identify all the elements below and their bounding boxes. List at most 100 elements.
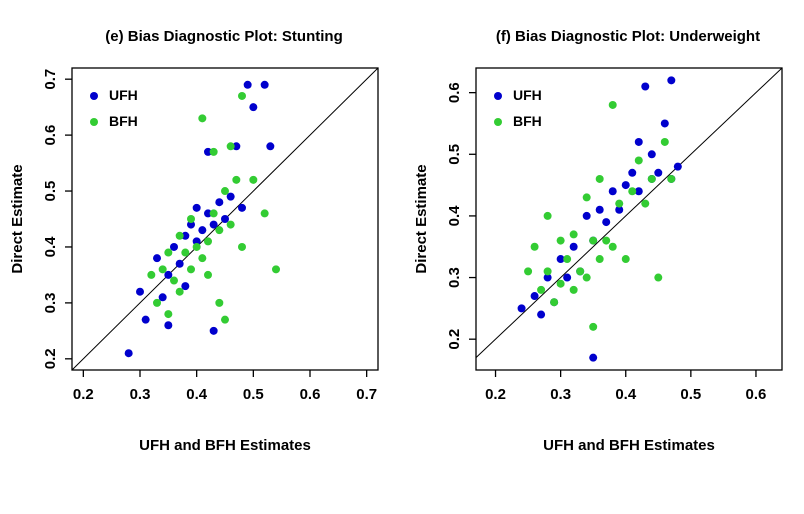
legend-label-bfh: BFH bbox=[109, 113, 138, 129]
data-point-bfh bbox=[595, 255, 604, 264]
data-point-ufh bbox=[153, 254, 161, 263]
chart-title-underweight: (f) Bias Diagnostic Plot: Underweight bbox=[495, 27, 761, 45]
y-tick-label: 0.5 bbox=[446, 144, 463, 165]
data-point-bfh bbox=[608, 242, 617, 251]
x-tick-label: 0.3 bbox=[130, 386, 151, 403]
data-point-bfh bbox=[198, 254, 207, 263]
data-point-ufh bbox=[243, 80, 252, 89]
data-point-bfh bbox=[175, 287, 184, 296]
x-tick-label: 0.4 bbox=[186, 386, 208, 403]
x-tick-label: 0.5 bbox=[680, 386, 701, 403]
data-point-bfh bbox=[589, 322, 598, 331]
data-point-bfh bbox=[221, 187, 229, 196]
data-point-bfh bbox=[164, 310, 173, 319]
y-tick-label: 0.6 bbox=[446, 82, 463, 103]
data-point-bfh bbox=[660, 137, 669, 146]
data-point-bfh bbox=[628, 187, 637, 196]
data-point-ufh bbox=[563, 273, 572, 282]
y-axis-label: Direct Estimate bbox=[413, 164, 430, 273]
legend-label-ufh: UFH bbox=[109, 87, 138, 103]
y-tick-label: 0.2 bbox=[446, 329, 463, 350]
data-point-bfh bbox=[181, 248, 190, 257]
data-point-ufh bbox=[647, 150, 656, 159]
legend-marker-ufh bbox=[90, 92, 98, 100]
data-point-bfh bbox=[569, 285, 578, 294]
data-point-ufh bbox=[226, 192, 235, 201]
data-point-bfh bbox=[232, 175, 241, 184]
data-point-ufh bbox=[238, 203, 246, 212]
data-point-ufh bbox=[209, 326, 218, 335]
data-point-bfh bbox=[238, 242, 246, 251]
data-point-ufh bbox=[266, 142, 275, 151]
data-point-bfh bbox=[615, 199, 624, 208]
data-point-ufh bbox=[582, 211, 591, 220]
data-point-ufh bbox=[260, 80, 269, 89]
data-point-ufh bbox=[530, 292, 539, 301]
data-point-bfh bbox=[187, 215, 195, 223]
chart-stunting: (e) Bias Diagnostic Plot: Stunting 0.2 0.… bbox=[2, 14, 398, 505]
data-point-ufh bbox=[628, 168, 637, 177]
data-point-bfh bbox=[589, 236, 598, 245]
data-point-bfh bbox=[524, 267, 533, 276]
y-tick-label: 0.7 bbox=[42, 69, 59, 90]
data-point-bfh bbox=[175, 231, 184, 240]
data-point-bfh bbox=[204, 270, 212, 279]
data-point-ufh bbox=[569, 242, 578, 251]
data-point-ufh bbox=[615, 205, 624, 214]
data-point-ufh bbox=[221, 215, 229, 223]
data-point-ufh bbox=[621, 181, 630, 190]
x-tick-label: 0.3 bbox=[550, 386, 571, 403]
x-axis-label: UFH and BFH Estimates bbox=[139, 437, 311, 454]
data-point-bfh bbox=[198, 114, 207, 123]
data-point-bfh bbox=[576, 267, 585, 276]
data-point-bfh bbox=[147, 270, 156, 279]
data-point-bfh bbox=[543, 211, 552, 220]
data-point-ufh bbox=[141, 315, 150, 324]
y-tick-label: 0.3 bbox=[446, 267, 463, 288]
x-tick-label: 0.2 bbox=[73, 386, 94, 403]
chart-svg-underweight: 0.2 0.3 0.4 0.5 0.6 0.2 0.3 0.4 0.5 0.6 UFH BFH UFH … bbox=[413, 67, 783, 454]
data-point-bfh bbox=[226, 142, 235, 151]
chart-svg-stunting: 0.2 0.3 0.4 0.5 0.6 0.7 0.2 0.3 0.4 0.5 0.6 0.7 UFH B… bbox=[9, 67, 379, 454]
data-point-ufh bbox=[158, 293, 167, 302]
x-tick-label: 0.6 bbox=[746, 386, 767, 403]
y-axis-label: Direct Estimate bbox=[9, 164, 26, 273]
y-tick-label: 0.6 bbox=[42, 125, 59, 146]
x-axis-label: UFH and BFH Estimates bbox=[543, 437, 715, 454]
data-point-bfh bbox=[556, 279, 565, 288]
data-point-ufh bbox=[215, 198, 224, 207]
data-point-ufh bbox=[667, 76, 676, 85]
data-point-bfh bbox=[563, 255, 572, 264]
data-point-bfh bbox=[215, 226, 224, 235]
data-point-bfh bbox=[226, 220, 235, 229]
data-point-ufh bbox=[187, 220, 195, 229]
data-point-bfh bbox=[667, 174, 676, 183]
data-point-ufh bbox=[537, 310, 546, 319]
data-point-ufh bbox=[136, 287, 144, 296]
data-point-ufh bbox=[654, 168, 663, 177]
data-point-bfh bbox=[215, 298, 224, 307]
data-point-ufh bbox=[673, 162, 682, 171]
data-point-bfh bbox=[272, 265, 280, 274]
data-point-ufh bbox=[175, 259, 184, 268]
data-point-bfh bbox=[192, 242, 201, 251]
data-point-bfh bbox=[153, 298, 161, 307]
chart-title-stunting: (e) Bias Diagnostic Plot: Stunting bbox=[105, 27, 343, 45]
data-point-bfh bbox=[530, 242, 539, 251]
x-tick-label: 0.6 bbox=[300, 386, 321, 403]
data-point-bfh bbox=[641, 199, 650, 208]
data-point-ufh bbox=[170, 242, 178, 251]
data-point-ufh bbox=[543, 273, 552, 282]
data-point-bfh bbox=[608, 100, 617, 109]
data-point-ufh bbox=[164, 270, 173, 279]
data-point-bfh bbox=[204, 237, 212, 246]
y-tick-label: 0.3 bbox=[42, 292, 59, 313]
data-point-ufh bbox=[595, 205, 604, 214]
legend-label-ufh: UFH bbox=[513, 87, 542, 103]
data-point-bfh bbox=[238, 91, 246, 100]
data-point-ufh bbox=[181, 231, 190, 240]
chart-underweight: (f) Bias Diagnostic Plot: Underweight 0.… bbox=[406, 14, 802, 505]
data-point-bfh bbox=[647, 174, 656, 183]
data-point-ufh bbox=[198, 226, 207, 235]
data-point-bfh bbox=[654, 273, 663, 282]
